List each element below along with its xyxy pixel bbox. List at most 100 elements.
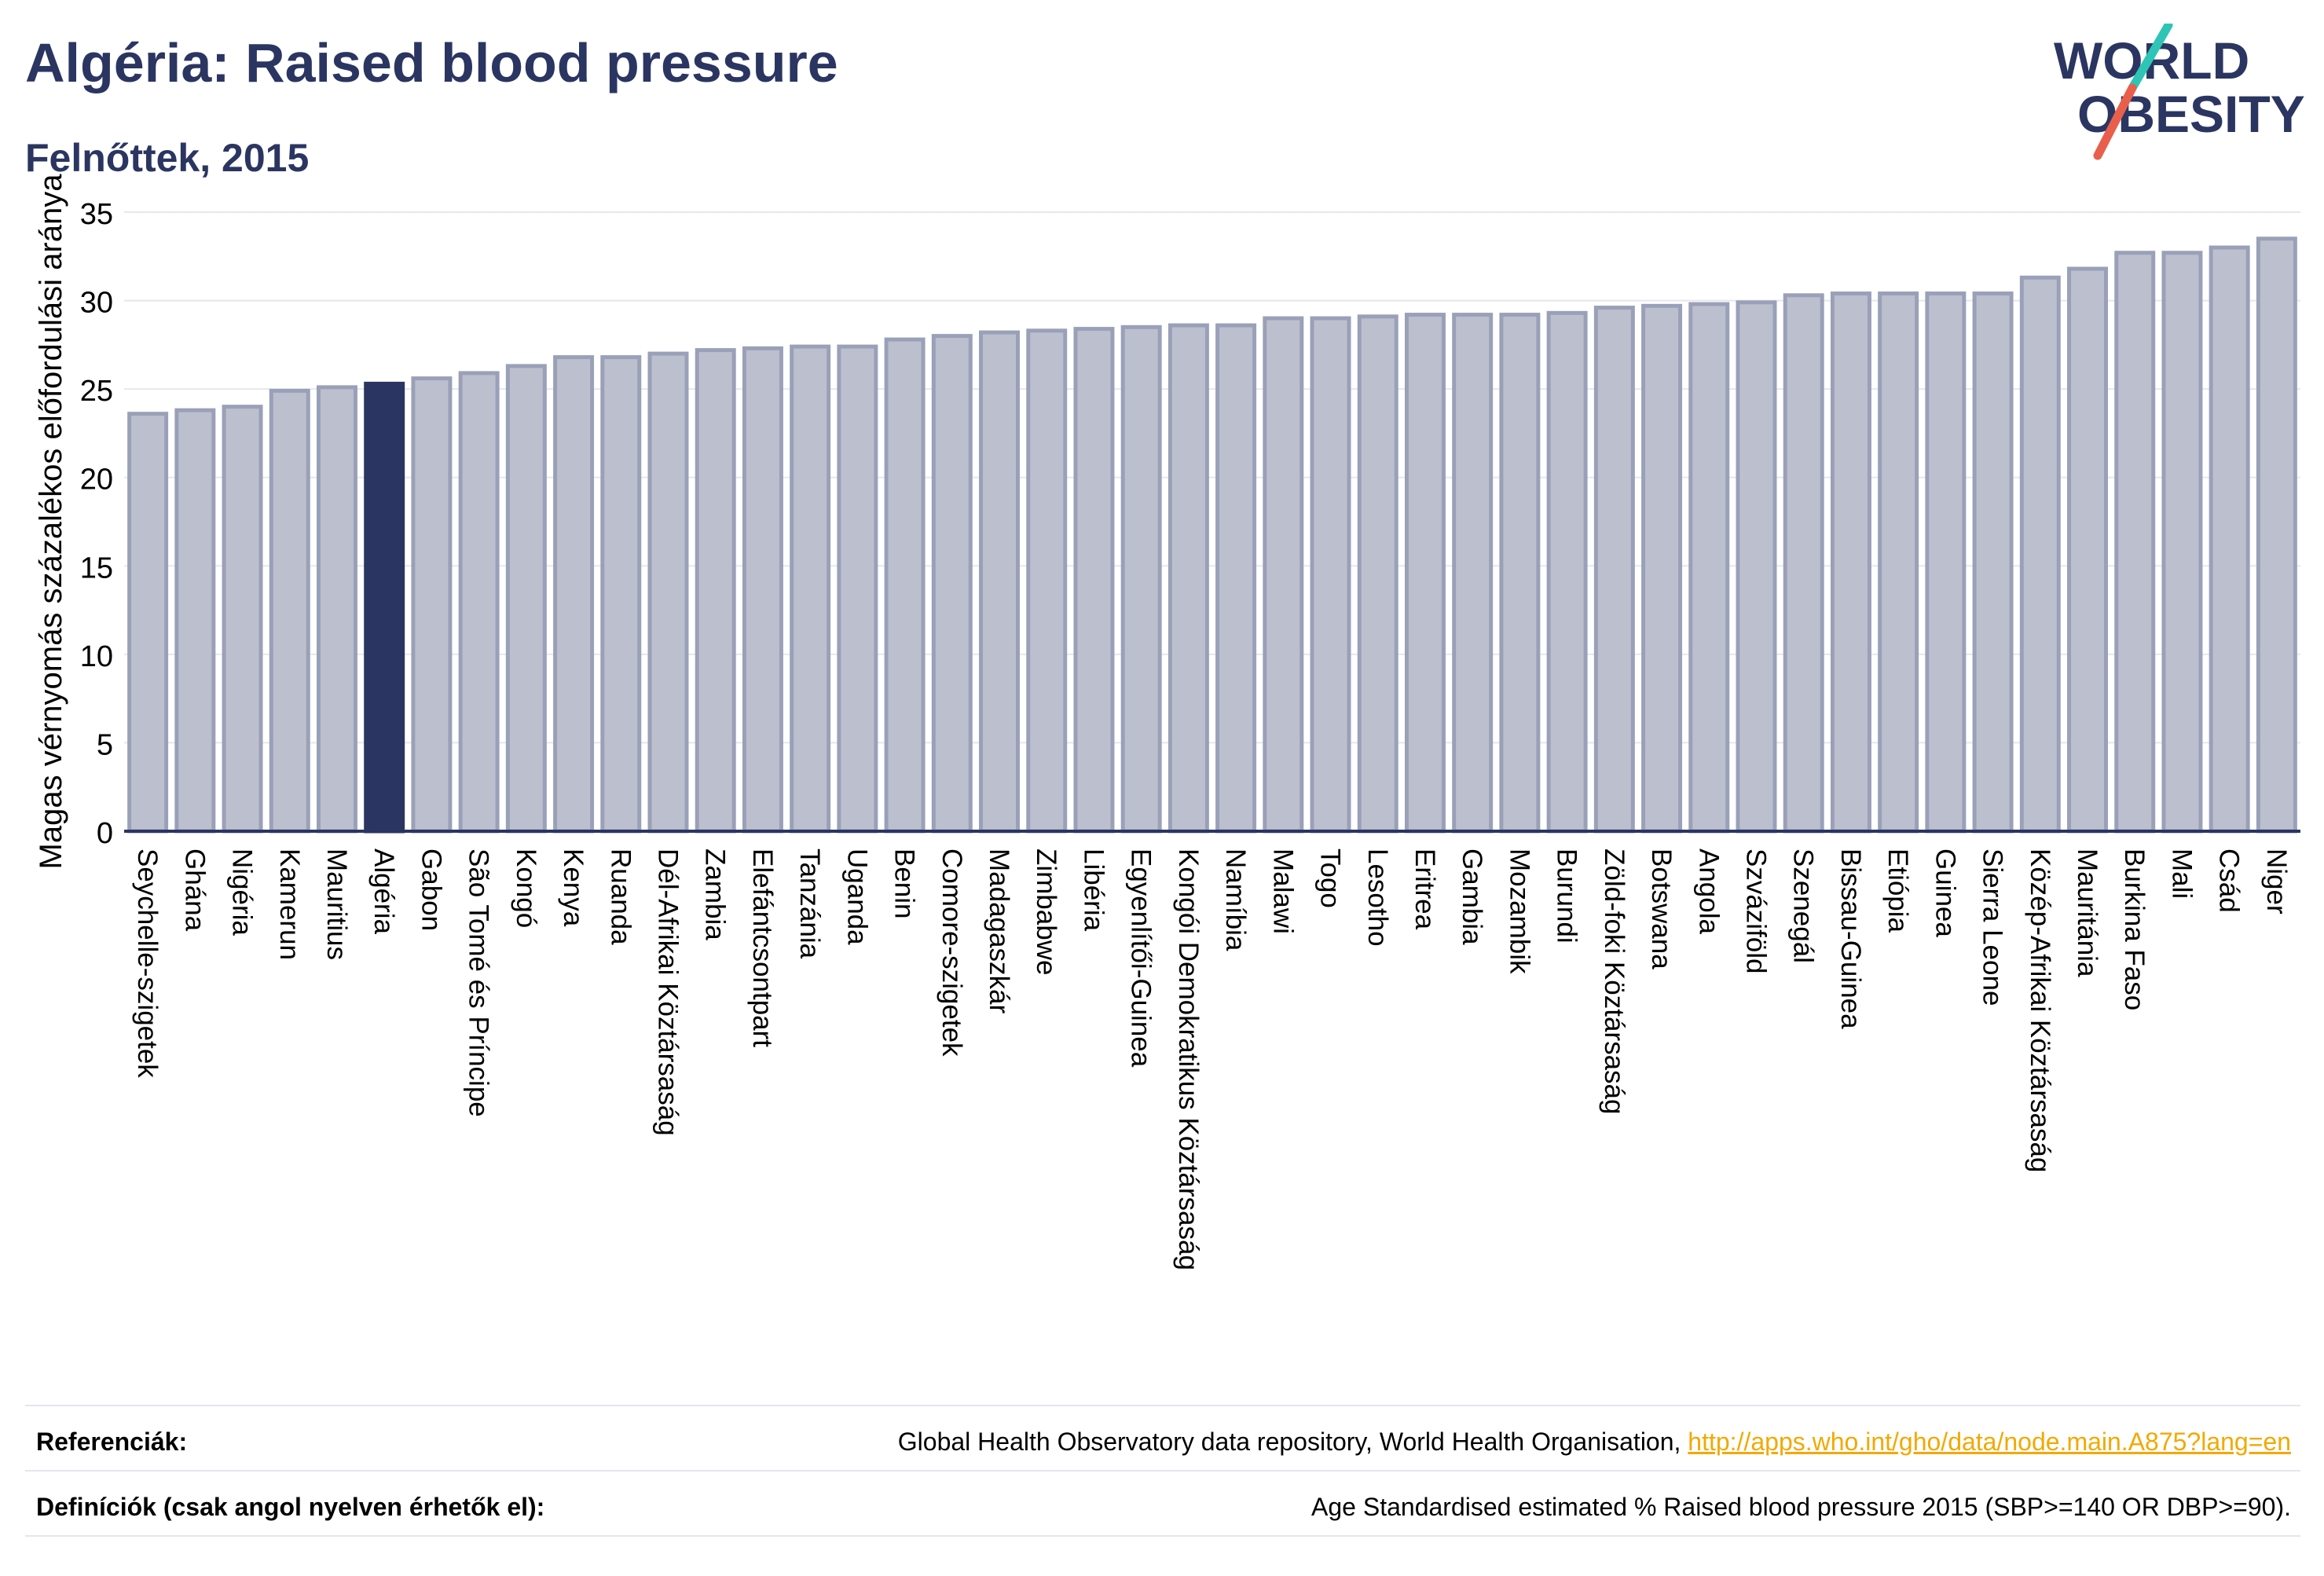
bar bbox=[1593, 306, 1635, 834]
bar bbox=[127, 412, 169, 834]
x-tick-label: Ruanda bbox=[605, 848, 636, 945]
x-tick-label: Ghána bbox=[179, 848, 210, 932]
bar bbox=[458, 371, 500, 834]
bar-chart: 0 5 10 15 20 25 30 35 Magas vérnyomás százalékos… bbox=[34, 174, 2300, 1270]
x-tick-label: Nigéria bbox=[227, 848, 258, 936]
references-label: Referenciák: bbox=[36, 1428, 188, 1456]
bar bbox=[1736, 300, 1777, 834]
bar bbox=[931, 334, 973, 834]
x-tick-label: Gambia bbox=[1457, 848, 1487, 945]
x-tick-label: Kongó bbox=[511, 848, 541, 928]
bar bbox=[647, 351, 689, 834]
bar bbox=[695, 348, 736, 834]
y-tick-label: 20 bbox=[80, 464, 113, 497]
bar bbox=[1830, 291, 1871, 834]
x-tick-label: Mozambik bbox=[1504, 848, 1534, 974]
x-tick-label: Comore-szigetek bbox=[937, 848, 967, 1057]
bar bbox=[1073, 327, 1115, 834]
bar bbox=[790, 344, 831, 834]
world-obesity-logo: WORLD OBESITY bbox=[2051, 24, 2310, 165]
bar-highlight bbox=[364, 381, 405, 834]
y-axis-label: Magas vérnyomás százalékos előfordulási … bbox=[34, 174, 68, 870]
bar-chart-svg: 0 5 10 15 20 25 30 35 Magas vérnyomás százalékos… bbox=[34, 174, 2300, 1270]
bar bbox=[1452, 313, 1494, 834]
x-tick-label: Csád bbox=[2214, 848, 2245, 913]
x-tick-label: Etiópia bbox=[1882, 848, 1913, 933]
bar bbox=[2019, 275, 2061, 834]
bar bbox=[2209, 245, 2250, 834]
definitions-row: Definíciók (csak angol nyelven érhetők e… bbox=[36, 1479, 2291, 1534]
x-tick-label: Botswana bbox=[1646, 848, 1677, 969]
logo-graphic: WORLD OBESITY bbox=[2054, 24, 2305, 160]
bar bbox=[1783, 293, 1824, 834]
bar bbox=[742, 346, 783, 834]
bar bbox=[979, 330, 1021, 834]
bar bbox=[1499, 313, 1541, 834]
bar bbox=[1357, 314, 1398, 834]
references-link[interactable]: http://apps.who.int/gho/data/node.main.A… bbox=[1688, 1428, 2291, 1456]
x-tick-label: Tanzánia bbox=[794, 848, 825, 959]
x-tick-label: Uganda bbox=[841, 848, 872, 945]
bar bbox=[2256, 236, 2297, 834]
bar bbox=[1546, 310, 1588, 834]
page-subtitle: Felnőttek, 2015 bbox=[25, 136, 310, 180]
x-tick-label: Dél-Afrikai Köztársaság bbox=[653, 848, 684, 1136]
bar bbox=[884, 337, 926, 834]
bar bbox=[411, 376, 453, 834]
x-tick-label: Niger bbox=[2261, 848, 2292, 914]
x-tick-label: Kenya bbox=[558, 848, 588, 927]
x-tick-label: Burkina Faso bbox=[2119, 848, 2150, 1010]
bar bbox=[1167, 323, 1209, 834]
x-tick-label: Zöld-foki Köztársaság bbox=[1599, 848, 1629, 1114]
x-tick-label: Eritrea bbox=[1409, 848, 1440, 930]
x-tick-label: Burundi bbox=[1552, 848, 1582, 944]
bar bbox=[222, 405, 263, 834]
x-tick-label: Szváziföld bbox=[1741, 848, 1772, 974]
bar bbox=[1641, 303, 1683, 834]
x-tick-label: Kongói Demokratikus Köztársaság bbox=[1173, 848, 1204, 1270]
x-tick-label: Algéria bbox=[368, 848, 399, 934]
bar bbox=[837, 344, 878, 834]
footer-divider-bottom bbox=[25, 1535, 2300, 1537]
bar bbox=[1925, 291, 1967, 834]
x-tick-label: Guinea bbox=[1930, 848, 1960, 937]
y-tick-label: 35 bbox=[80, 198, 113, 231]
bar bbox=[505, 364, 547, 834]
x-tick-label: Zambia bbox=[700, 848, 731, 940]
x-tick-label: Namíbia bbox=[1220, 848, 1251, 951]
x-tick-label: Lesotho bbox=[1362, 848, 1393, 947]
bar bbox=[2161, 251, 2203, 834]
x-tick-label: Bissau-Guinea bbox=[1835, 848, 1866, 1029]
x-tick-label: Zimbabwe bbox=[1031, 848, 1061, 975]
bar bbox=[600, 355, 642, 834]
bar bbox=[553, 355, 595, 834]
bar bbox=[1688, 302, 1730, 834]
x-tick-label: Libéria bbox=[1078, 848, 1109, 932]
bar bbox=[1404, 313, 1446, 834]
definitions-text: Age Standardised estimated % Raised bloo… bbox=[1311, 1493, 2291, 1521]
bar bbox=[1215, 323, 1257, 834]
bar bbox=[1972, 291, 2014, 834]
bar bbox=[174, 408, 216, 834]
bar bbox=[1263, 316, 1304, 834]
bar bbox=[1878, 291, 1919, 834]
x-tick-label: Elefántcsontpart bbox=[747, 848, 778, 1047]
x-tick-label: Mauritánia bbox=[2072, 848, 2102, 977]
y-tick-label: 0 bbox=[97, 817, 113, 850]
y-tick-label: 25 bbox=[80, 375, 113, 408]
y-tick-label: 10 bbox=[80, 640, 113, 673]
bar bbox=[1026, 328, 1068, 834]
x-tick-label: Angola bbox=[1693, 848, 1724, 935]
bar bbox=[2067, 266, 2109, 834]
references-text: Global Health Observatory data repositor… bbox=[897, 1428, 1688, 1456]
x-tick-label: Szenegál bbox=[1788, 848, 1819, 963]
x-tick-label: Malawi bbox=[1267, 848, 1298, 934]
bar bbox=[1120, 324, 1162, 834]
logo-teal-stroke bbox=[2128, 24, 2173, 93]
x-tick-label: Gabon bbox=[416, 848, 446, 931]
x-tick-label: Seychelle-szigetek bbox=[132, 848, 163, 1078]
y-tick-label: 30 bbox=[80, 287, 113, 320]
bar bbox=[269, 388, 310, 834]
x-tick-label: Benin bbox=[889, 848, 920, 919]
x-tick-label: Madagaszkár bbox=[984, 848, 1014, 1013]
